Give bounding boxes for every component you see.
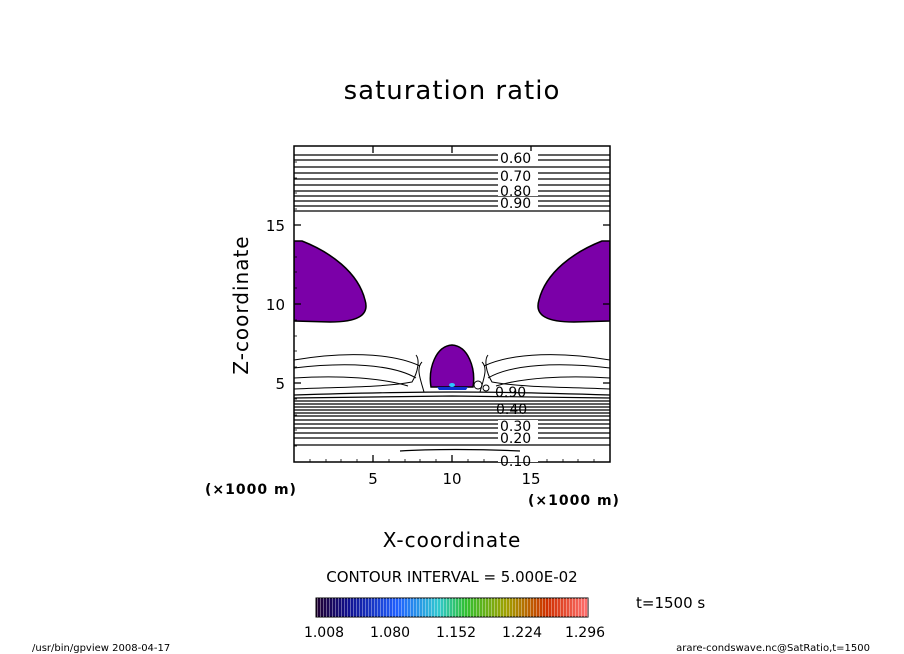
contour-interval: CONTOUR INTERVAL = 5.000E-02 [326, 568, 578, 586]
left-supersaturated-region [294, 240, 367, 323]
contour-label: 0.90 [500, 196, 531, 212]
colorbar-tick-label: 1.080 [370, 625, 410, 641]
central-supersaturated-cap [429, 344, 475, 388]
colorbar-tick-label: 1.152 [436, 625, 476, 641]
upper-contour-lines [294, 154, 610, 212]
y-tick-label: 5 [275, 375, 285, 393]
x-tick-label: 5 [368, 470, 378, 488]
colorbar-tick-label: 1.008 [304, 625, 344, 641]
time-label: t=1500 s [636, 594, 706, 612]
y-tick-label: 10 [266, 296, 285, 314]
contour-label: 0.80 [500, 184, 531, 200]
right-supersaturated-region [537, 240, 610, 323]
footer-left: /usr/bin/gpview 2008-04-17 [32, 643, 171, 654]
contour-label: 0.30 [500, 419, 531, 435]
middle-contour-lines [294, 354, 610, 393]
contour-label: 0.40 [496, 402, 527, 418]
contour-label: 0.10 [500, 454, 531, 470]
y-tick-label: 15 [266, 217, 285, 235]
x-axis-unit-label: (×1000 m) [205, 482, 297, 498]
central-cap-core [437, 387, 468, 390]
chart-title: saturation ratio [343, 76, 561, 106]
colorbar-tick-label: 1.224 [502, 625, 542, 641]
x-tick-label: 10 [442, 470, 461, 488]
y-axis-unit-label: (×1000 m) [528, 493, 620, 509]
central-cap-peak [449, 383, 455, 387]
colorbar-tick-label: 1.296 [565, 625, 605, 641]
contour-label: 0.20 [500, 431, 531, 447]
lower-contour-lines [294, 391, 610, 452]
x-tick-label: 15 [521, 470, 540, 488]
contour-label: 0.70 [500, 169, 531, 185]
contour-label: 0.90 [495, 385, 526, 401]
x-axis-label: X-coordinate [382, 528, 522, 552]
footer-right: arare-condswave.nc@SatRatio,t=1500 [676, 643, 870, 654]
contour-label: 0.60 [500, 151, 531, 167]
